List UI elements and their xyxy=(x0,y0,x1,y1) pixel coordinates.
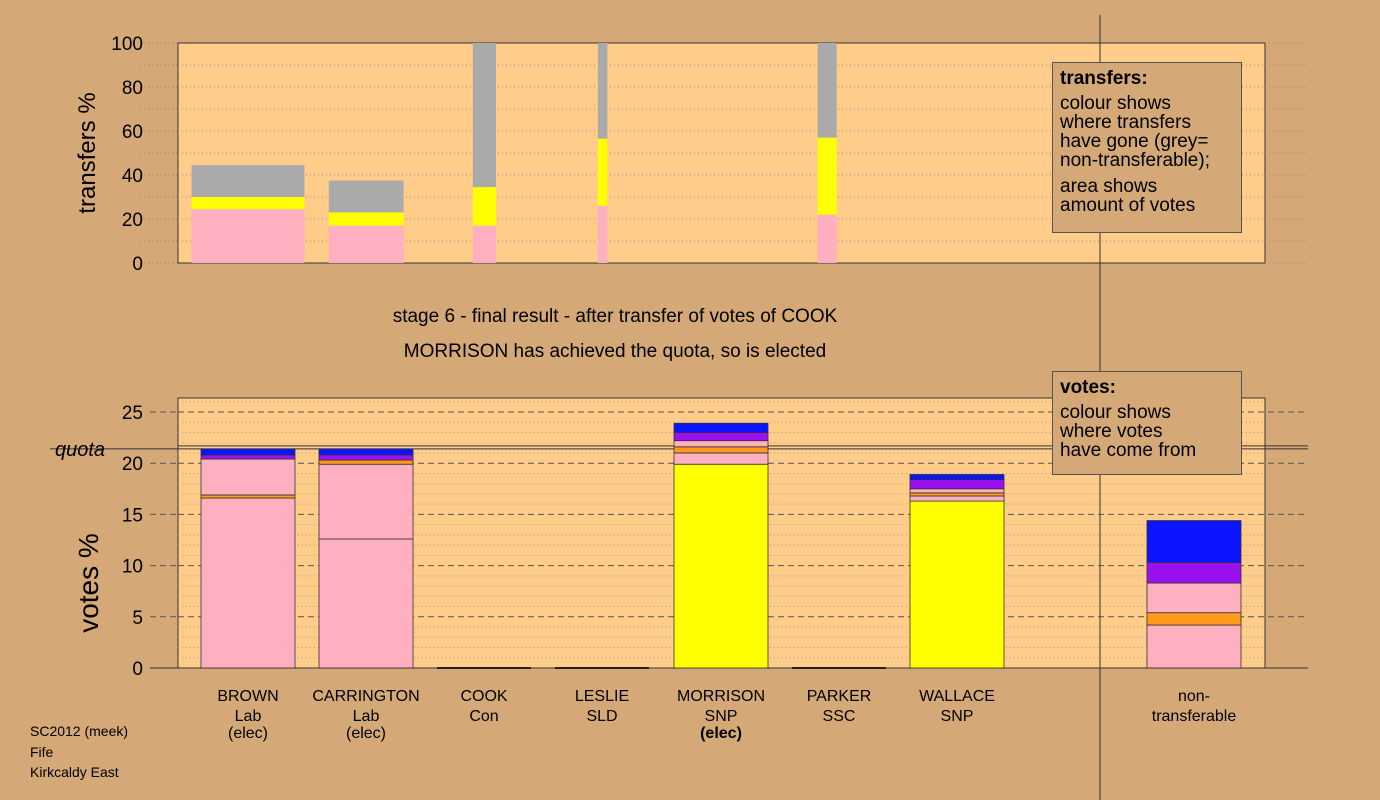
result-caption: MORRISON has achieved the quota, so is e… xyxy=(403,341,827,362)
candidate-name: BROWN xyxy=(217,688,278,705)
candidate-party: Lab xyxy=(235,708,262,725)
transfer-bar-segment xyxy=(191,165,305,197)
transfers-tick-label: 40 xyxy=(122,166,143,187)
candidate-name: WALLACE xyxy=(919,688,995,705)
vote-bar-segment xyxy=(200,497,296,669)
transfers-tick-label: 60 xyxy=(122,122,143,143)
candidate-party: SNP xyxy=(941,708,974,725)
transfers-axis-title: transfers % xyxy=(74,92,101,213)
candidate-labels: BROWNLab(elec)CARRINGTONLab(elec)COOKCon… xyxy=(217,688,1236,742)
candidate-party: Con xyxy=(469,708,498,725)
transfers-tick-label: 0 xyxy=(132,254,143,275)
candidate-party: SNP xyxy=(705,708,738,725)
transfers-tick-label: 100 xyxy=(111,34,143,55)
candidate-name: LESLIE xyxy=(575,688,629,705)
vote-bar-segment xyxy=(909,479,1005,490)
transfers-legend-line: have gone (grey= xyxy=(1060,131,1209,152)
vote-bar-segment xyxy=(200,458,296,496)
transfer-bar-segment xyxy=(328,180,404,213)
transfer-bar-segment xyxy=(597,138,608,206)
vote-bar-segment xyxy=(1146,582,1242,614)
vote-bar-segment xyxy=(673,446,769,454)
transfer-bar-segment xyxy=(328,212,404,226)
transfer-bar-segment xyxy=(817,214,837,263)
transfer-bar-segment xyxy=(817,43,837,138)
candidate-party: SLD xyxy=(586,708,617,725)
candidate-name: COOK xyxy=(460,688,507,705)
vote-bar-segment xyxy=(1146,562,1242,584)
vote-bar-segment xyxy=(909,492,1005,497)
vote-bar-segment xyxy=(673,432,769,442)
vote-bar-segment xyxy=(200,454,296,460)
candidate-status: (elec) xyxy=(700,725,742,742)
transfer-bar-segment xyxy=(191,209,305,263)
vote-bar-segment xyxy=(200,494,296,499)
vote-bar-segment xyxy=(909,495,1005,502)
votes-tick-label: 5 xyxy=(132,608,143,629)
footer-election: SC2012 (meek) xyxy=(30,723,129,739)
transfers-legend-line: amount of votes xyxy=(1060,195,1196,216)
votes-tick-label: 10 xyxy=(122,557,143,578)
vote-bar-segment xyxy=(1146,520,1242,563)
quota-label: quota xyxy=(55,439,105,461)
footer-ward: Kirkcaldy East xyxy=(30,764,119,780)
transfer-bar-segment xyxy=(328,225,404,263)
vote-bar-segment xyxy=(318,448,414,456)
candidate-party: SSC xyxy=(823,708,856,725)
transfers-tick-label: 80 xyxy=(122,78,143,99)
candidate-name: PARKER xyxy=(807,688,872,705)
vote-bar-segment xyxy=(673,440,769,448)
candidate-status: (elec) xyxy=(346,725,386,742)
vote-bar-segment xyxy=(318,538,414,669)
transfers-legend: transfers: colour shows where transfers … xyxy=(1052,62,1242,233)
votes-legend-line: where votes xyxy=(1060,421,1163,442)
candidate-party: Lab xyxy=(353,708,380,725)
candidate-name: MORRISON xyxy=(677,688,765,705)
stage-caption: stage 6 - final result - after transfer … xyxy=(392,306,838,327)
votes-legend-line: have come from xyxy=(1060,440,1197,461)
transfer-bar-segment xyxy=(472,225,496,263)
candidate-name: CARRINGTON xyxy=(312,688,419,705)
transfer-bar-segment xyxy=(472,43,496,188)
transfer-bar-segment xyxy=(817,137,837,215)
vote-bar-segment xyxy=(909,500,1005,669)
votes-tick-label: 25 xyxy=(122,403,143,424)
votes-legend-title: votes: xyxy=(1060,377,1116,398)
votes-axis-title: votes % xyxy=(73,533,104,633)
vote-bar-segment xyxy=(909,474,1005,480)
votes-tick-label: 0 xyxy=(132,659,143,680)
transfer-bar-segment xyxy=(472,187,496,226)
vote-bar-segment xyxy=(673,463,769,669)
vote-bar-segment xyxy=(673,452,769,465)
candidate-party: transferable xyxy=(1152,708,1237,725)
vote-bar-segment xyxy=(318,463,414,540)
vote-bar-segment xyxy=(1146,624,1242,669)
vote-bar-segment xyxy=(909,488,1005,494)
vote-bar-segment xyxy=(318,459,414,465)
votes-tick-label: 20 xyxy=(122,454,143,475)
transfers-legend-line: non-transferable); xyxy=(1060,150,1210,171)
transfer-bar-segment xyxy=(191,197,305,210)
vote-bar-segment xyxy=(318,454,414,461)
votes-legend-line: colour shows xyxy=(1060,402,1171,423)
footer-council: Fife xyxy=(30,744,54,760)
transfers-legend-title: transfers: xyxy=(1060,68,1148,89)
transfers-tick-label: 20 xyxy=(122,210,143,231)
vote-bar-segment xyxy=(200,448,296,456)
candidate-status: (elec) xyxy=(228,725,268,742)
vote-bar-segment xyxy=(1146,612,1242,626)
transfer-bar-segment xyxy=(597,43,608,139)
transfers-legend-line: where transfers xyxy=(1060,112,1191,133)
transfer-bar-segment xyxy=(597,205,608,263)
votes-tick-label: 15 xyxy=(122,505,143,526)
candidate-name: non- xyxy=(1178,688,1210,705)
votes-legend: votes: colour shows where votes have com… xyxy=(1052,371,1242,475)
transfers-legend-line: colour shows xyxy=(1060,93,1171,114)
transfers-legend-line: area shows xyxy=(1060,176,1158,197)
vote-bar-segment xyxy=(673,422,769,433)
